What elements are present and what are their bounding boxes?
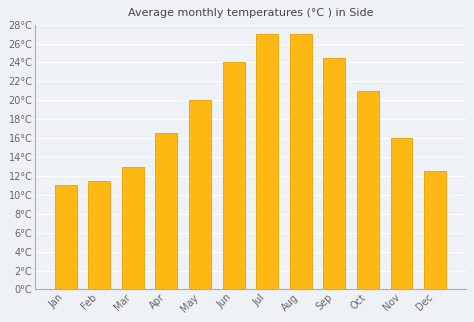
Bar bbox=[323, 58, 345, 289]
Bar bbox=[55, 185, 76, 289]
Bar bbox=[122, 166, 144, 289]
Bar bbox=[424, 171, 446, 289]
Title: Average monthly temperatures (°C ) in Side: Average monthly temperatures (°C ) in Si… bbox=[128, 8, 373, 18]
Bar bbox=[155, 133, 177, 289]
Bar bbox=[290, 34, 312, 289]
Bar bbox=[391, 138, 412, 289]
Bar bbox=[256, 34, 278, 289]
Bar bbox=[223, 62, 245, 289]
Bar bbox=[189, 100, 211, 289]
Bar bbox=[357, 91, 379, 289]
Bar bbox=[88, 181, 110, 289]
